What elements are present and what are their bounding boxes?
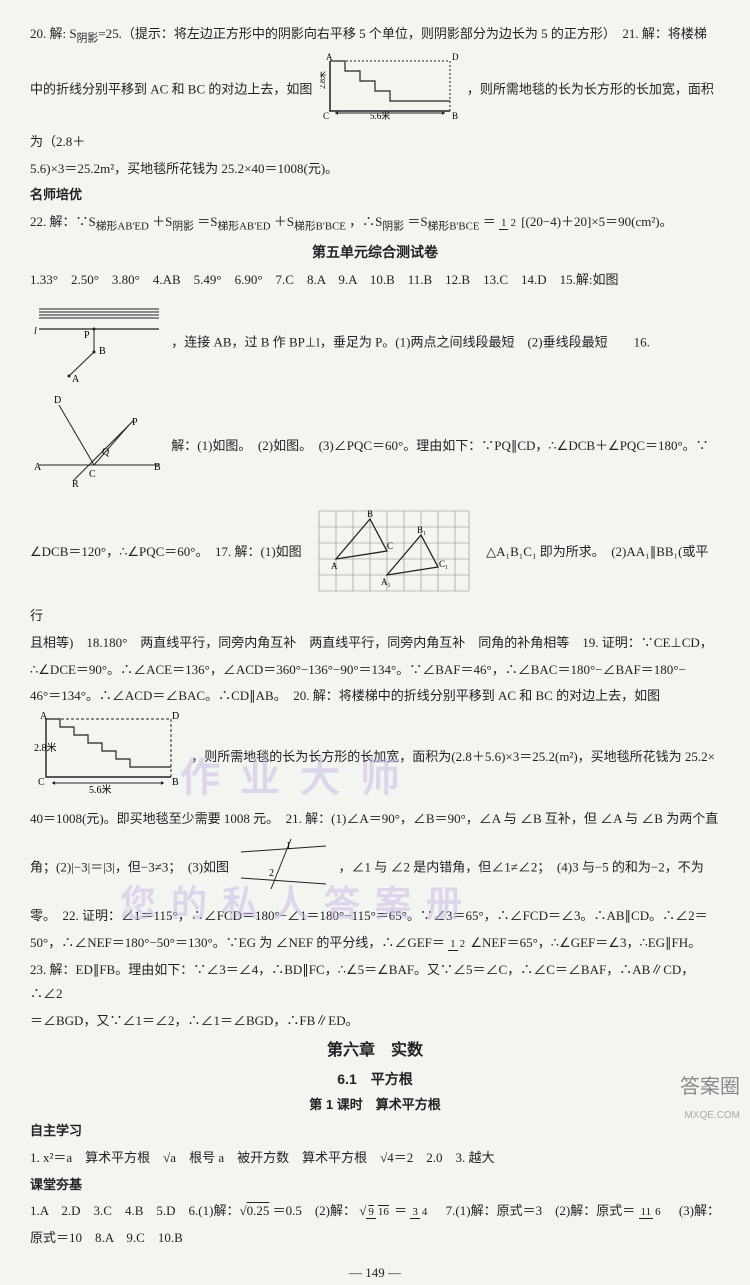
label-d: D (452, 52, 459, 62)
label-b: B (452, 111, 458, 121)
figure-grid-triangles: A B C A₁ B₁ C₁ (309, 501, 479, 605)
svg-text:A: A (72, 374, 80, 384)
heading-zizhu: 自主学习 (30, 1119, 720, 1144)
solution-18-19: 且相等) 18.180° 两直线平行，同旁内角互补 两直线平行，同旁内角互补 同… (30, 631, 720, 656)
svg-text:A: A (40, 711, 48, 722)
svg-text:C₁: C₁ (439, 559, 448, 569)
svg-text:B₁: B₁ (417, 525, 426, 535)
svg-text:1: 1 (286, 841, 291, 852)
solution-16: D A C R Q P B 解：(1)如图。 (2)如图。 (3)∠PQC＝60… (30, 395, 720, 499)
solution-20: 20. 解: S阴影=25.（提示：将左边正方形中的阴影向右平移 5 个单位，则… (30, 22, 720, 49)
solution-22line: 零。 22. 证明：∠1＝115°，∴∠FCD＝180°−∠1＝180°−115… (30, 904, 720, 929)
solution-23b: ＝∠BGD，又∵∠1＝∠2，∴∠1＝∠BGD，∴FB∥ED。 (30, 1009, 720, 1034)
svg-text:A₁: A₁ (381, 577, 391, 587)
svg-text:P: P (132, 417, 138, 428)
svg-text:B: B (172, 777, 179, 788)
solution-20f-21: 40＝1008(元)。即买地毯至少需要 1008 元。 21. 解：(1)∠A＝… (30, 807, 720, 832)
heading-mspy: 名师培优 (30, 183, 720, 208)
figure-perpendicular: l P B A (34, 294, 164, 393)
ketang-1: 1.A 2.D 3.C 4.B 5.D 6.(1)解：√0.25 ＝0.5 (2… (30, 1199, 720, 1224)
solution-20-fig2: A D C B 2.8米 5.6米 ，则所需地毯的长为长方形的长加宽，面积为(2… (30, 711, 720, 805)
solution-22b: 50°，∴∠NEF＝180°−50°＝130°。∵EG 为 ∠NEF 的平分线，… (30, 931, 720, 956)
zizhu-content: 1. x²＝a 算术平方根 √a 根号 a 被开方数 算术平方根 √4＝2 2.… (30, 1146, 720, 1171)
solution-16b-17: ∠DCB＝120°，∴∠PQC＝60°。 17. 解：(1)如图 A B C A… (30, 501, 720, 629)
solution-15: l P B A ，连接 AB，过 B 作 BP⊥l，垂足为 P。(1)两点之间线… (30, 294, 720, 393)
fraction: 12 (499, 217, 518, 229)
svg-text:2: 2 (269, 868, 274, 879)
figure-transversal: 1 2 (236, 834, 331, 903)
heading-ketang: 课堂夯基 (30, 1173, 720, 1198)
svg-text:D: D (54, 395, 61, 406)
subscript: 阴影 (77, 33, 99, 45)
label-a: A (326, 52, 333, 62)
solution-20-end: 5.6)×3＝25.2m²，买地毯所花钱为 25.2×40＝1008(元)。 (30, 157, 720, 182)
svg-text:l: l (34, 326, 37, 337)
svg-text:B: B (367, 509, 373, 519)
heading-chapter6: 第六章 实数 (30, 1036, 720, 1066)
svg-text:C: C (38, 777, 45, 788)
label-w: 5.6米 (370, 110, 390, 121)
fraction: 116 (639, 1206, 663, 1218)
svg-text:Q: Q (102, 447, 110, 458)
label-c: C (323, 111, 329, 121)
svg-text:C: C (387, 541, 393, 551)
solution-22: 22. 解：∵S梯形AB'ED ＋S阴影 ＝S梯形AB'ED ＋S梯形B'BCE… (30, 210, 720, 237)
label-h: 2.8米 (320, 71, 327, 89)
svg-text:C: C (89, 469, 96, 480)
svg-text:D: D (172, 711, 179, 722)
svg-text:5.6米: 5.6米 (89, 783, 112, 796)
text: =25.（提示：将左边正方形中的阴影向右平移 5 个单位，则阴影部分为边长为 5… (98, 26, 707, 41)
solution-19b-20: 46°＝134°。∴∠ACD＝∠BAC。∴CD∥AB。 20. 解：将楼梯中的折… (30, 684, 720, 709)
figure-angles: D A C R Q P B (34, 395, 164, 499)
svg-text:A: A (34, 462, 42, 473)
corner-brand: 答案圈 MXQE.COM (680, 1068, 740, 1125)
fraction: 34 (410, 1206, 429, 1218)
text: 中的折线分别平移到 AC 和 BC 的对边上去，如图 (30, 81, 312, 96)
svg-text:R: R (72, 479, 79, 490)
svg-text:B: B (99, 346, 106, 357)
text: 20. 解: S (30, 26, 77, 41)
svg-text:2.8米: 2.8米 (34, 741, 57, 754)
page-number: — 149 — (30, 1261, 720, 1285)
figure-staircase-2: A D C B 2.8米 5.6米 (34, 711, 184, 805)
figure-staircase-1: A D C B 2.8米 5.6米 (320, 51, 460, 130)
heading-lesson1: 第 1 课时 算术平方根 (30, 1093, 720, 1118)
fraction: 12 (448, 938, 467, 950)
solution-23a: 23. 解：ED∥FB。理由如下：∵∠3＝∠4，∴BD∥FC，∴∠5＝∠BAF。… (30, 958, 720, 1007)
svg-text:B: B (154, 462, 161, 473)
heading-6-1: 6.1 平方根 (30, 1066, 720, 1093)
solution-20-cont: 中的折线分别平移到 AC 和 BC 的对边上去，如图 A D C B 2.8米 … (30, 51, 720, 154)
solution-19a: ∴∠DCE＝90°。∴∠ACE＝136°，∠ACD＝360°−136°−90°＝… (30, 658, 720, 683)
fraction: 916 (366, 1206, 391, 1218)
svg-text:A: A (331, 561, 338, 571)
svg-text:P: P (84, 330, 90, 341)
heading-unit5: 第五单元综合测试卷 (30, 239, 720, 266)
solution-21: 角；(2)|−3|＝|3|，但−3≠3； (3)如图 1 2 ，∠1 与 ∠2 … (30, 834, 720, 903)
ketang-2: 原式＝10 8.A 9.C 10.B (30, 1226, 720, 1251)
answers-unit5: 1.33° 2.50° 3.80° 4.AB 5.49° 6.90° 7.C 8… (30, 268, 720, 293)
